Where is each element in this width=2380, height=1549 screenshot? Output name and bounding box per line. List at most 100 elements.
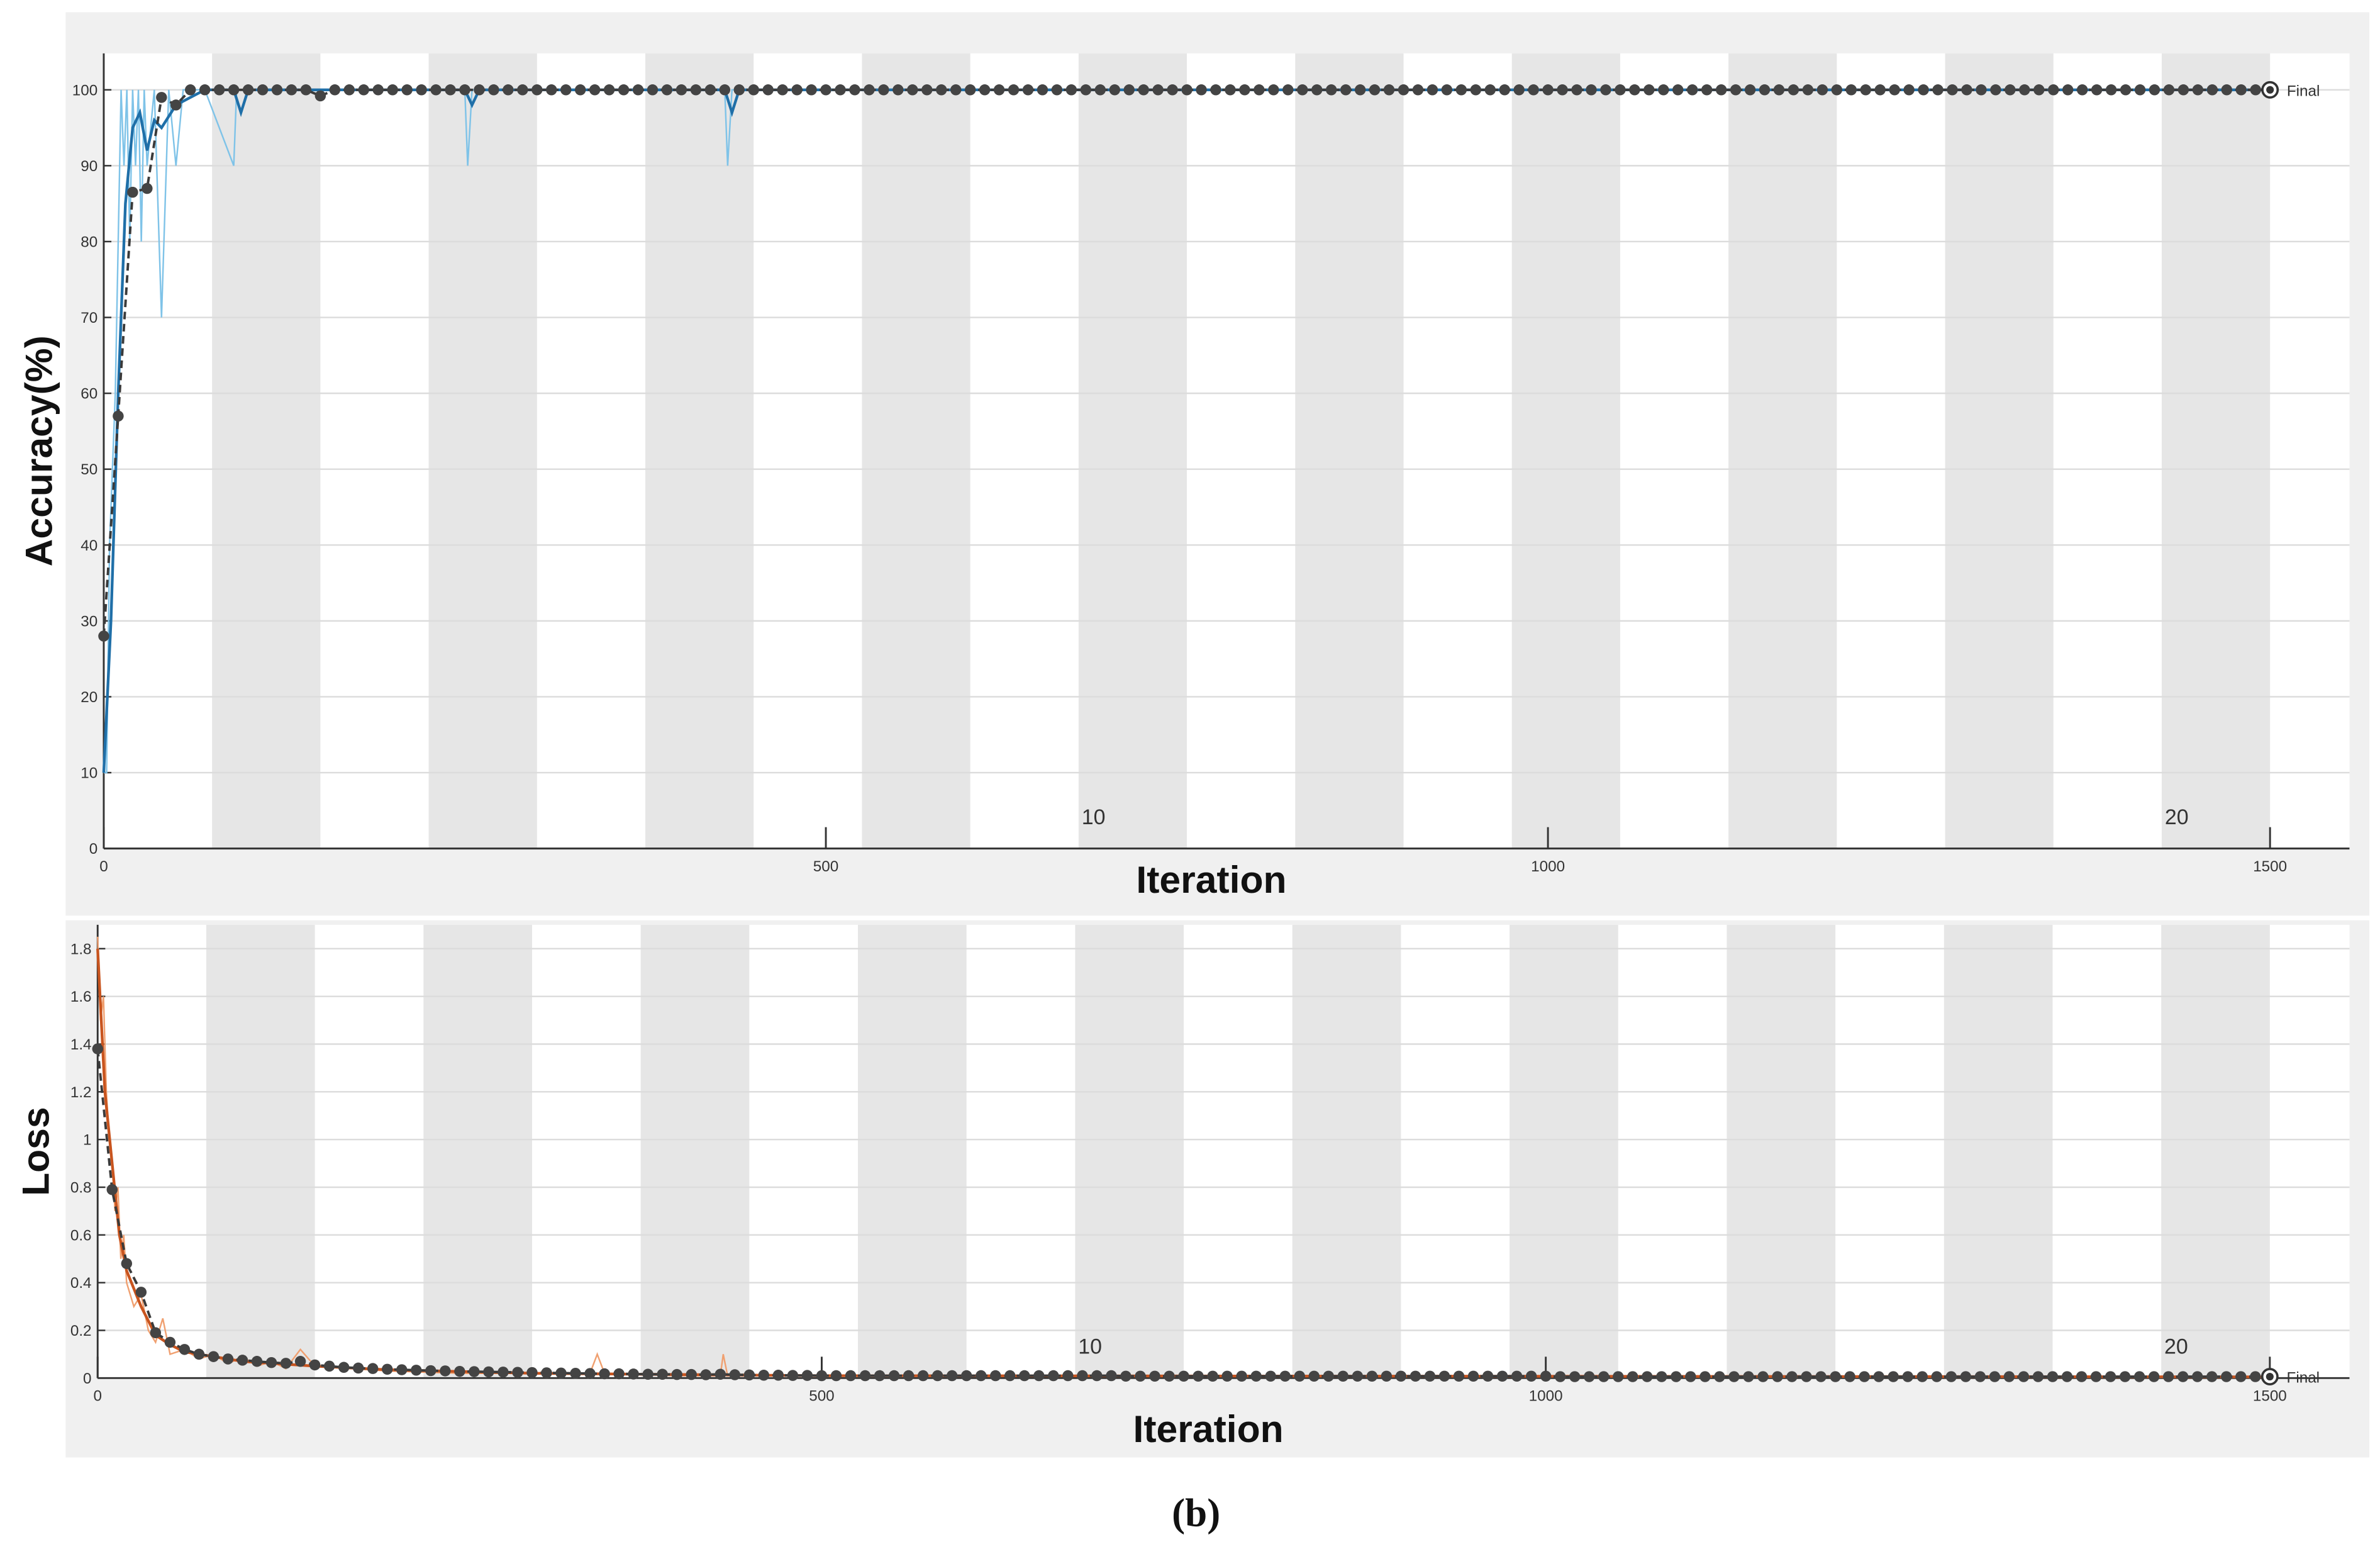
validation-point [2047,1371,2059,1382]
validation-point [459,84,470,96]
validation-point [1845,84,1857,96]
validation-point [1947,84,1958,96]
validation-point [935,84,947,96]
validation-point [1424,1370,1436,1382]
epoch-band [428,53,537,849]
validation-point [208,1351,220,1362]
validation-point [1786,1371,1798,1382]
validation-point [719,84,731,96]
validation-point [1860,84,1871,96]
validation-point [849,84,860,96]
validation-point [1627,1371,1638,1382]
validation-point [2250,1371,2261,1382]
validation-point [676,84,687,96]
validation-point [503,84,514,96]
y-tick-label: 0.2 [70,1323,92,1339]
validation-point [1062,1370,1074,1382]
validation-point [1091,1370,1103,1382]
validation-point [367,1363,379,1374]
validation-point [1366,1370,1378,1382]
validation-point [1340,84,1352,96]
validation-point [1051,84,1063,96]
validation-point [2206,84,2218,96]
validation-point [917,1370,929,1382]
y-tick-label: 1.2 [70,1084,92,1101]
validation-point [1658,84,1669,96]
validation-point [531,84,543,96]
validation-point [1077,1370,1088,1382]
epoch-band [1510,924,1618,1378]
validation-point [1802,84,1814,96]
validation-point [517,84,528,96]
validation-point [574,84,586,96]
validation-point [1569,1371,1581,1382]
validation-point [1903,84,1915,96]
validation-point [859,1370,871,1382]
validation-point [2148,1371,2160,1382]
validation-point [787,1370,799,1381]
validation-point [1613,1371,1624,1382]
validation-point [1268,84,1279,96]
validation-point [425,1365,437,1377]
validation-point [632,84,644,96]
validation-point [2033,84,2045,96]
validation-point [1167,84,1178,96]
validation-point [1831,84,1843,96]
x-tick-label: 1500 [2253,858,2287,875]
validation-point [1441,84,1453,96]
validation-point [121,1258,133,1270]
validation-point [2191,1371,2203,1382]
validation-point [1961,84,1972,96]
y-axis-label: Loss [14,1107,57,1196]
validation-point [975,1370,987,1382]
validation-point [1019,1370,1030,1382]
validation-point [1410,1370,1421,1382]
validation-point [1022,84,1034,96]
validation-point [733,84,745,96]
validation-point [1873,1371,1884,1382]
validation-point [1037,84,1048,96]
validation-point [314,90,326,102]
validation-point [1759,84,1771,96]
validation-point [1080,84,1092,96]
validation-point [801,1370,813,1381]
validation-point [903,1370,915,1382]
validation-point [445,84,456,96]
validation-point [382,1363,393,1375]
validation-point [2003,1371,2015,1382]
validation-point [1383,84,1395,96]
validation-point [309,1359,321,1371]
validation-point [1989,1371,2001,1382]
validation-point [1325,84,1337,96]
validation-point [1470,84,1482,96]
validation-point [874,1370,886,1382]
validation-point [2091,84,2103,96]
validation-point [1236,1370,1247,1382]
validation-point [430,84,442,96]
validation-point [1352,1370,1364,1382]
validation-point [704,84,716,96]
validation-point [2250,84,2261,96]
validation-point [1844,1371,1855,1382]
validation-point [1874,84,1886,96]
validation-point [1656,1371,1667,1382]
validation-point [921,84,933,96]
validation-point [352,1362,364,1374]
validation-point [546,84,557,96]
validation-point [1438,1370,1450,1382]
validation-point [1337,1370,1349,1382]
validation-point [1671,1371,1682,1382]
validation-point [1250,1370,1262,1382]
validation-point [993,84,1005,96]
epoch-band [1078,53,1187,849]
validation-point [1138,84,1149,96]
y-tick-label: 0.8 [70,1179,92,1196]
epoch-band [2161,924,2270,1378]
validation-point [1889,84,1900,96]
validation-point [1513,84,1525,96]
validation-point [1398,84,1410,96]
validation-point [555,1367,567,1379]
y-tick-label: 30 [81,613,97,630]
validation-point [772,1370,784,1381]
validation-point [1499,84,1510,96]
